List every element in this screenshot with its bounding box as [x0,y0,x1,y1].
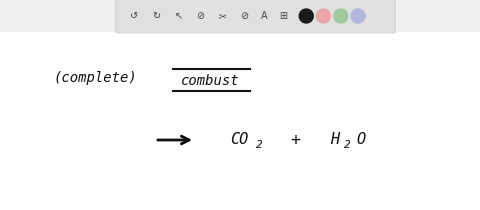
Text: ⊞: ⊞ [279,11,287,21]
Text: ✂: ✂ [218,11,227,21]
Text: ↺: ↺ [130,11,138,21]
Bar [118,0,394,32]
Text: ↖: ↖ [174,11,182,21]
Text: O: O [356,133,365,147]
Circle shape [316,9,331,23]
Text: 2: 2 [344,140,351,150]
Text: (complete): (complete) [53,71,137,85]
Text: CO: CO [230,133,248,147]
Text: combust: combust [180,74,240,88]
Text: ↻: ↻ [152,11,160,21]
Text: ⊘: ⊘ [240,11,249,21]
Circle shape [334,9,348,23]
Text: A: A [261,11,267,21]
Text: ⊘: ⊘ [196,11,204,21]
Text: +: + [290,131,300,149]
Circle shape [351,9,365,23]
Text: 2: 2 [256,140,263,150]
Bar [0,32,480,210]
Text: H: H [330,133,339,147]
Circle shape [299,9,313,23]
FancyBboxPatch shape [116,0,396,33]
